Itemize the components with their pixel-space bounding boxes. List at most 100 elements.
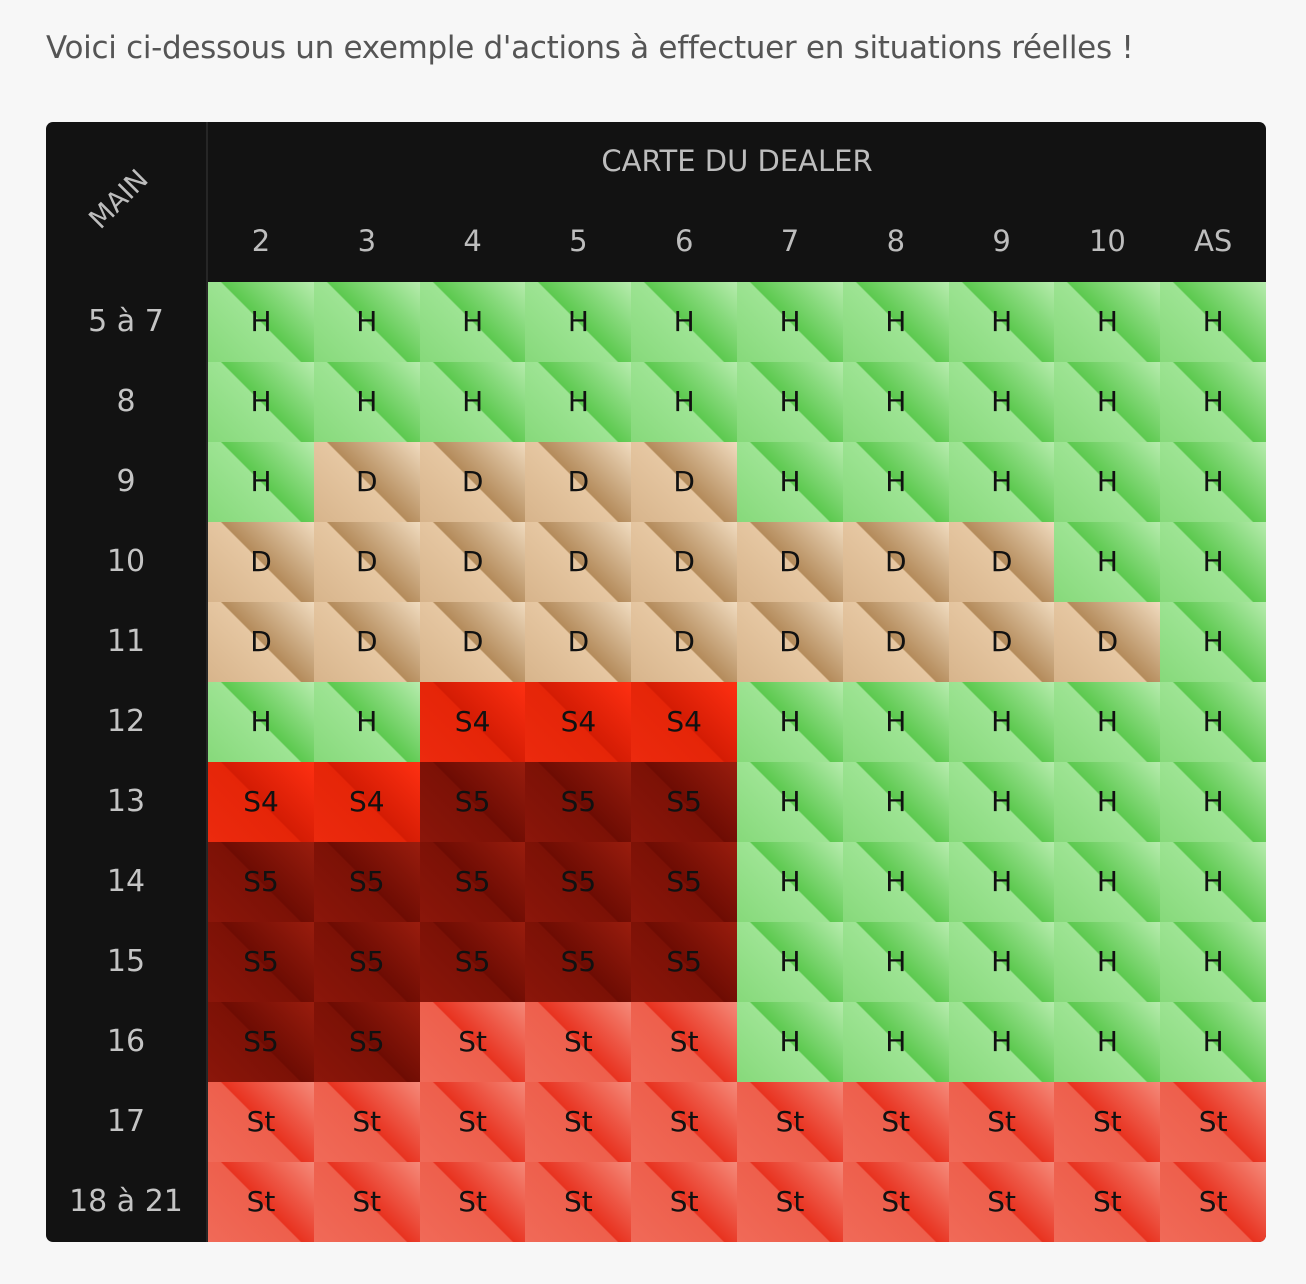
action-cell: H [208, 362, 314, 442]
action-cell: H [1160, 762, 1266, 842]
action-cell: St [948, 1162, 1055, 1242]
action-cell: S5 [208, 1002, 314, 1082]
hand-label: 8 [116, 384, 136, 419]
action-cell: H [948, 1002, 1055, 1082]
action-cell: H [737, 282, 843, 362]
action-cell: H [842, 442, 949, 522]
dealer-card-8: 8 [886, 224, 906, 258]
action-cell: H [948, 282, 1055, 362]
action-cell: H [737, 1002, 843, 1082]
action-cell: H [842, 842, 949, 922]
table-corner: MAIN [46, 122, 207, 282]
action-cell: St [525, 1082, 632, 1162]
action-cell: D [313, 602, 420, 682]
action-cell: H [419, 362, 526, 442]
action-cell: H [1054, 442, 1161, 522]
dealer-card-2: 2 [251, 224, 271, 258]
action-cell: H [1160, 682, 1266, 762]
action-cell: D [208, 602, 314, 682]
action-cell: H [1160, 362, 1266, 442]
action-cell: H [313, 682, 420, 762]
hand-label: 5 à 7 [88, 304, 164, 339]
action-cell: H [737, 682, 843, 762]
dealer-card-as: AS [1194, 224, 1233, 258]
action-cell: D [313, 442, 420, 522]
hand-label: 9 [116, 464, 136, 499]
action-cell: S5 [631, 762, 738, 842]
action-cell: H [631, 282, 738, 362]
action-cell: D [419, 522, 526, 602]
column-divider [206, 122, 208, 1242]
dealer-card-9: 9 [992, 224, 1011, 258]
action-cell: S5 [525, 922, 632, 1002]
action-cell: D [631, 602, 738, 682]
action-cell: D [419, 442, 526, 522]
action-cell: H [1160, 442, 1266, 522]
action-cell: H [1054, 682, 1161, 762]
action-cell: St [1160, 1082, 1266, 1162]
action-cell: St [419, 1002, 526, 1082]
action-cell: St [208, 1082, 314, 1162]
action-cell: H [737, 922, 843, 1002]
action-cell: H [948, 922, 1055, 1002]
action-cell: H [842, 362, 949, 442]
action-cell: S5 [419, 762, 526, 842]
action-cell: St [313, 1082, 420, 1162]
action-cell: D [419, 602, 526, 682]
action-cell: H [737, 362, 843, 442]
action-cell: St [313, 1162, 420, 1242]
action-cell: H [1160, 922, 1266, 1002]
hand-label: 14 [106, 864, 146, 899]
intro-text: Voici ci-dessous un exemple d'actions à … [46, 30, 1134, 66]
dealer-card-4: 4 [463, 224, 482, 258]
action-cell: H [1160, 842, 1266, 922]
action-cell: H [842, 1002, 949, 1082]
dealer-card-title: CARTE DU DEALER [601, 144, 873, 178]
action-cell: S4 [525, 682, 632, 762]
action-cell: St [208, 1162, 314, 1242]
action-cell: St [842, 1082, 949, 1162]
hand-label: 12 [106, 704, 146, 739]
action-cell: H [525, 362, 632, 442]
dealer-card-6: 6 [674, 224, 694, 258]
action-cell: H [1160, 282, 1266, 362]
action-cell: S5 [208, 842, 314, 922]
action-cell: D [842, 522, 949, 602]
action-cell: S5 [525, 842, 632, 922]
action-cell: St [525, 1002, 632, 1082]
action-cell: St [1054, 1082, 1161, 1162]
action-cell: H [948, 362, 1055, 442]
hand-label: 10 [106, 544, 146, 579]
action-cell: D [525, 602, 632, 682]
action-cell: S4 [631, 682, 738, 762]
hand-label: 18 à 21 [69, 1184, 183, 1219]
action-cell: H [1054, 922, 1161, 1002]
action-cell: H [1054, 762, 1161, 842]
action-cell: H [842, 922, 949, 1002]
action-cell: D [525, 442, 632, 522]
action-cell: H [208, 682, 314, 762]
action-cell: H [208, 442, 314, 522]
action-cell: D [1054, 602, 1161, 682]
action-cell: St [737, 1162, 843, 1242]
action-cell: S4 [208, 762, 314, 842]
action-cell: H [842, 682, 949, 762]
action-cell: S5 [419, 922, 526, 1002]
action-cell: H [1054, 1002, 1161, 1082]
action-cell: H [313, 282, 420, 362]
action-cell: D [208, 522, 314, 602]
hand-label: 11 [106, 624, 146, 659]
action-cell: S5 [525, 762, 632, 842]
action-cell: St [1054, 1162, 1161, 1242]
dealer-card-3: 3 [357, 224, 377, 258]
action-cell: D [631, 442, 738, 522]
action-cell: S5 [631, 842, 738, 922]
action-cell: St [631, 1162, 738, 1242]
action-cell: D [313, 522, 420, 602]
hand-label: 15 [106, 944, 146, 979]
action-cell: H [948, 442, 1055, 522]
action-cell: St [631, 1082, 738, 1162]
action-cell: D [525, 522, 632, 602]
action-cell: H [1160, 522, 1266, 602]
